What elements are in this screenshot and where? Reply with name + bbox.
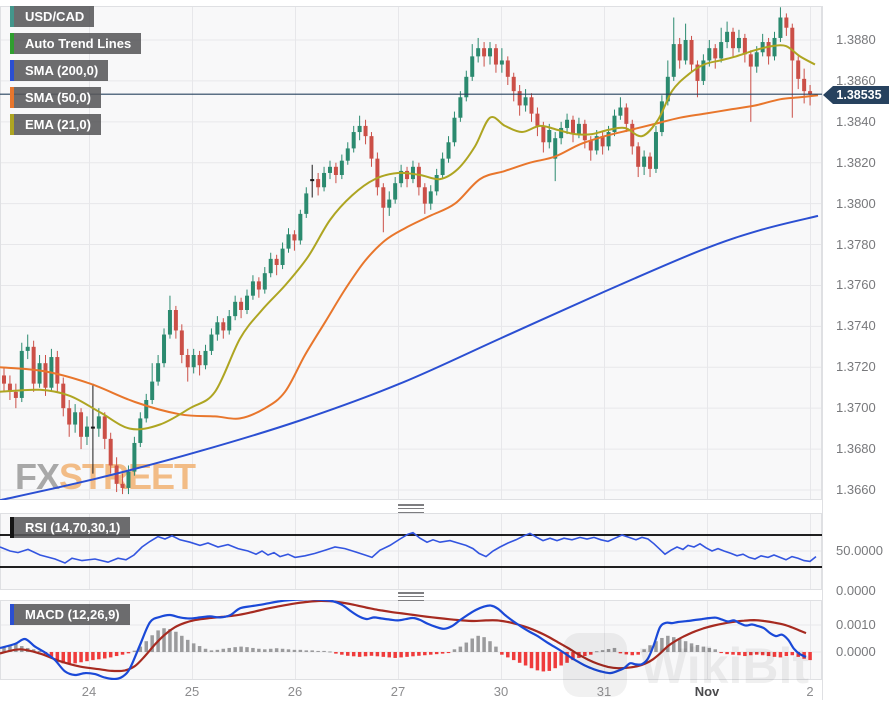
- macd-signal-line: [0, 600, 807, 673]
- ema21-line: [0, 44, 816, 431]
- sma200-color-bar: [10, 60, 14, 81]
- price-tick-1.3720: 1.3720: [836, 359, 876, 375]
- price-tick-1.3880: 1.3880: [836, 32, 876, 47]
- auto-trend-color-bar: [10, 33, 14, 54]
- sma200-line: [0, 214, 819, 500]
- price-tick-1.3740: 1.3740: [836, 318, 876, 334]
- time-tick-25: 25: [184, 684, 200, 699]
- svg-text:WikiBit: WikiBit: [640, 638, 809, 694]
- macd-indicator-chip[interactable]: MACD (12,26,9): [10, 604, 130, 625]
- legend-chip-ema21[interactable]: EMA (21,0): [10, 114, 101, 135]
- rsi-tick-50.0000: 50.0000: [836, 543, 883, 558]
- rsi-pane: [0, 531, 822, 568]
- main-pane-bg: [0, 6, 822, 500]
- time-tick-24: 24: [81, 684, 97, 699]
- price-tick-1.3820: 1.3820: [836, 154, 876, 170]
- rsi-line: [0, 531, 817, 564]
- wikibit-watermark: WikiBit: [563, 633, 809, 697]
- price-tick-1.3660: 1.3660: [836, 481, 876, 497]
- time-tick-31: 31: [596, 684, 612, 699]
- legend-chip-sma50[interactable]: SMA (50,0): [10, 87, 101, 108]
- sma50-label: SMA (50,0): [25, 90, 91, 105]
- sma200-label: SMA (200,0): [25, 63, 99, 78]
- rsi-indicator-chip[interactable]: RSI (14,70,30,1): [10, 517, 131, 538]
- usdcad-label: USD/CAD: [25, 9, 85, 24]
- macd-tick-0.0010: 0.0010: [836, 617, 876, 632]
- ema21-label: EMA (21,0): [25, 117, 91, 132]
- sma50-color-bar: [10, 87, 14, 108]
- macd-chip-color-bar: [10, 604, 14, 625]
- price-tick-1.3700: 1.3700: [836, 400, 876, 416]
- auto-trend-label: Auto Trend Lines: [25, 36, 132, 51]
- price-tick-1.3680: 1.3680: [836, 441, 876, 457]
- price-tick-1.3800: 1.3800: [836, 195, 876, 211]
- usdcad-color-bar: [10, 6, 14, 27]
- sma50-line: [0, 94, 819, 420]
- macd-pane: [0, 600, 812, 680]
- time-tick-30: 30: [493, 684, 509, 699]
- price-tick-1.3780: 1.3780: [836, 236, 876, 252]
- legend-chip-auto-trend[interactable]: Auto Trend Lines: [10, 33, 142, 54]
- last-price-badge: 1.38535: [823, 86, 889, 104]
- candles: [2, 7, 813, 495]
- rsi-chip-label: RSI (14,70,30,1): [25, 520, 121, 535]
- macd-main-line: [0, 600, 807, 680]
- legend-chip-sma200[interactable]: SMA (200,0): [10, 60, 109, 81]
- time-tick-2: 2: [806, 684, 814, 699]
- time-tick-26: 26: [287, 684, 303, 699]
- pane-resize-grip-main-rsi[interactable]: [398, 504, 424, 513]
- rsi-tick-0.0000: 0.0000: [836, 583, 876, 598]
- pane-resize-grip-rsi-macd[interactable]: [398, 592, 424, 601]
- legend-chip-usdcad[interactable]: USD/CAD: [10, 6, 95, 27]
- macd-chip-label: MACD (12,26,9): [25, 607, 120, 622]
- rsi-chip-color-bar: [10, 517, 14, 538]
- price-tick-1.3760: 1.3760: [836, 277, 876, 293]
- ema21-color-bar: [10, 114, 14, 135]
- price-tick-1.3860: 1.3860: [836, 72, 876, 88]
- ma-overlays: [0, 44, 819, 500]
- time-tick-27: 27: [390, 684, 406, 699]
- price-tick-1.3840: 1.3840: [836, 113, 876, 129]
- time-tick-Nov: Nov: [694, 684, 720, 699]
- macd-tick-0.0000: 0.0000: [836, 644, 876, 659]
- last-price-value: 1.38535: [836, 88, 882, 102]
